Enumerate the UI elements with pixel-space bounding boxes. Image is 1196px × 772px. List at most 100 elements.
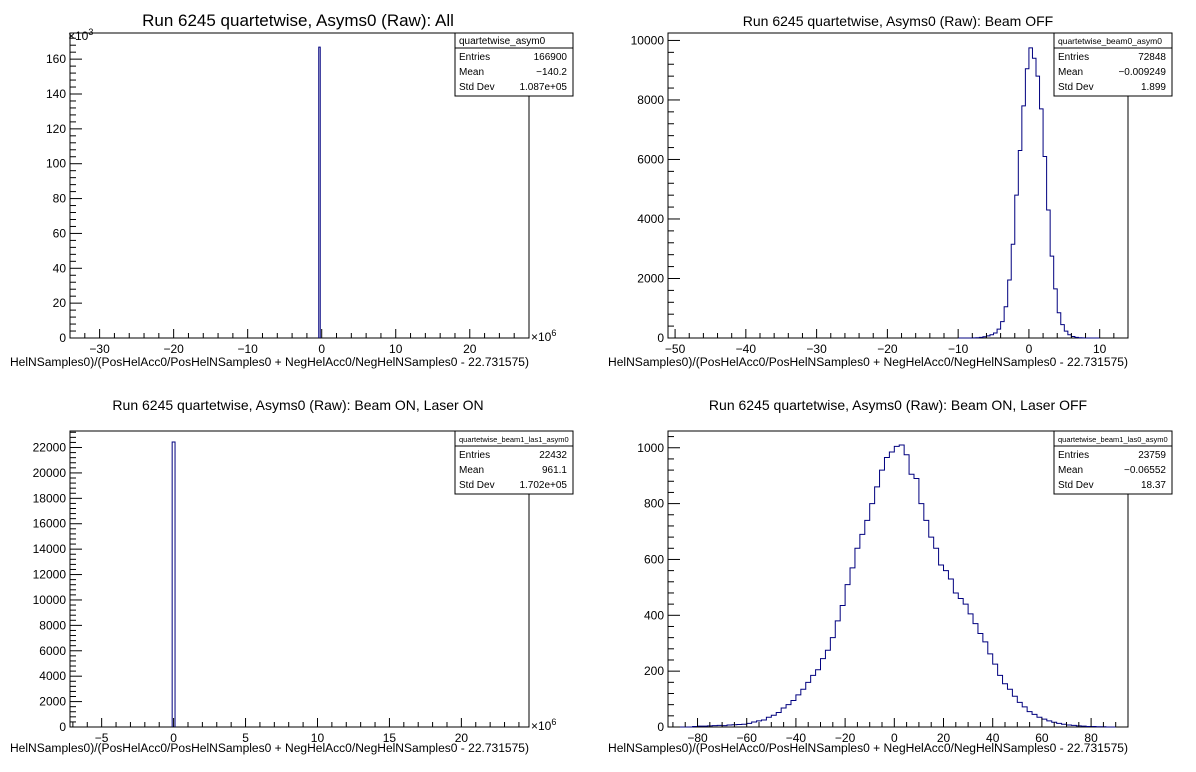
x-tick-label: 60 [1035, 731, 1049, 745]
y-tick-label: 800 [644, 497, 664, 511]
stats-value: 961.1 [542, 465, 567, 476]
stats-label: Entries [459, 52, 490, 63]
y-tick-label: 80 [53, 192, 67, 206]
y-tick-label: 8000 [637, 93, 664, 107]
y-tick-label: 8000 [39, 618, 66, 632]
y-tick-label: 16000 [33, 517, 67, 531]
stats-value: −140.2 [536, 67, 567, 78]
stats-box: quartetwise_beam1_las1_asym0 Entries 22432… [454, 430, 574, 495]
y-tick-label: 600 [644, 552, 664, 566]
stats-value: 23759 [1138, 450, 1166, 461]
x-exponent-base: ×10 [531, 330, 552, 344]
histogram-bar [318, 46, 321, 338]
x-tick-label: −10 [948, 342, 969, 356]
histogram-bar [171, 441, 176, 727]
x-tick-label: −20 [835, 731, 856, 745]
x-tick-label: −20 [877, 342, 898, 356]
x-tick-label: 20 [463, 342, 477, 356]
y-tick-label: 20000 [33, 466, 67, 480]
y-tick-label: 40 [53, 261, 67, 275]
y-exponent-power: 3 [88, 27, 93, 37]
x-tick-label: −50 [665, 342, 686, 356]
y-tick-label: 0 [59, 720, 66, 734]
x-tick-label: 0 [170, 731, 177, 745]
x-tick-label: −10 [237, 342, 258, 356]
stats-label: Mean [1058, 465, 1083, 476]
chart-title: Run 6245 quartetwise, Asyms0 (Raw): Beam… [112, 397, 483, 413]
y-tick-label: 0 [657, 331, 664, 345]
stats-value: 72848 [1138, 52, 1166, 63]
x-tick-label: 10 [311, 731, 325, 745]
stats-value: −0.009249 [1118, 67, 1166, 78]
stats-value: 18.37 [1141, 480, 1166, 491]
x-tick-label: −30 [806, 342, 827, 356]
y-tick-label: 10000 [33, 593, 67, 607]
y-tick-label: 4000 [637, 212, 664, 226]
y-tick-label: 160 [46, 52, 66, 66]
plot-frame [667, 430, 1129, 728]
y-tick-label: 400 [644, 608, 664, 622]
stats-box-name: quartetwise_beam1_las0_asym0 [1058, 435, 1168, 444]
stats-label: Mean [1058, 67, 1083, 78]
stats-box-frame [454, 32, 574, 97]
stats-value: −0.06552 [1124, 465, 1166, 476]
x-axis-title: HelNSamples0)/(PosHelAcc0/PosHelNSamples… [608, 743, 1128, 755]
y-exponent-base: ×10 [68, 29, 89, 43]
stats-label: Std Dev [1058, 480, 1094, 491]
y-tick-label: 2000 [637, 271, 664, 285]
x-tick-label: 5 [242, 731, 249, 745]
stats-label: Mean [459, 67, 484, 78]
x-tick-label: 20 [937, 731, 951, 745]
y-tick-label: 0 [657, 720, 664, 734]
plot-frame [69, 32, 530, 339]
x-exponent-power: 6 [551, 717, 556, 727]
x-axis-title: HelNSamples0)/(PosHelAcc0/PosHelNSamples… [10, 357, 529, 369]
y-tick-label: 60 [53, 226, 67, 240]
stats-label: Std Dev [1058, 82, 1094, 93]
plot-frame [69, 430, 530, 728]
histogram-panel-4: Run 6245 quartetwise, Asyms0 (Raw): Beam… [608, 397, 1173, 755]
y-tick-label: 0 [59, 331, 66, 345]
y-tick-label: 120 [46, 122, 66, 136]
x-tick-label: −60 [737, 731, 758, 745]
stats-box: quartetwise_beam0_asym0 Entries 72848 Mean −… [1053, 32, 1173, 97]
x-exponent-label: ×106 [531, 328, 556, 344]
y-tick-label: 10000 [631, 33, 665, 47]
stats-box-frame [1053, 32, 1173, 97]
stats-label: Std Dev [459, 480, 495, 491]
y-tick-label: 6000 [39, 644, 66, 658]
stats-value: 1.702e+05 [519, 480, 567, 491]
stats-box-frame [454, 430, 574, 495]
x-tick-label: −40 [786, 731, 807, 745]
stats-value: 166900 [534, 52, 568, 63]
y-tick-label: 14000 [33, 542, 67, 556]
x-tick-label: 0 [1026, 342, 1033, 356]
x-axis-title: HelNSamples0)/(PosHelAcc0/PosHelNSamples… [10, 743, 529, 755]
y-tick-label: 12000 [33, 568, 67, 582]
stats-value: 1.087e+05 [519, 82, 567, 93]
x-tick-label: 10 [1093, 342, 1107, 356]
y-tick-label: 100 [46, 157, 66, 171]
stats-label: Std Dev [459, 82, 495, 93]
y-tick-label: 140 [46, 87, 66, 101]
histogram-panel-1: Run 6245 quartetwise, Asyms0 (Raw): All −… [10, 11, 574, 369]
chart-title: Run 6245 quartetwise, Asyms0 (Raw): Beam… [709, 397, 1087, 413]
stats-label: Mean [459, 465, 484, 476]
stats-box: quartetwise_asym0 Entries 166900 Mean −140.2… [454, 32, 574, 97]
stats-box-name: quartetwise_asym0 [459, 36, 546, 47]
x-exponent-base: ×10 [531, 719, 552, 733]
y-tick-label: 6000 [637, 152, 664, 166]
stats-box-frame [1053, 430, 1173, 495]
x-tick-label: −80 [687, 731, 708, 745]
y-tick-label: 4000 [39, 669, 66, 683]
x-tick-label: −5 [95, 731, 109, 745]
stats-label: Entries [459, 450, 490, 461]
histogram-line [672, 444, 1116, 728]
x-exponent-power: 6 [551, 328, 556, 338]
x-tick-label: 20 [455, 731, 469, 745]
y-tick-label: 18000 [33, 491, 67, 505]
stats-box-name: quartetwise_beam0_asym0 [1058, 36, 1162, 46]
y-tick-label: 2000 [39, 695, 66, 709]
stats-box-name: quartetwise_beam1_las1_asym0 [459, 435, 569, 444]
